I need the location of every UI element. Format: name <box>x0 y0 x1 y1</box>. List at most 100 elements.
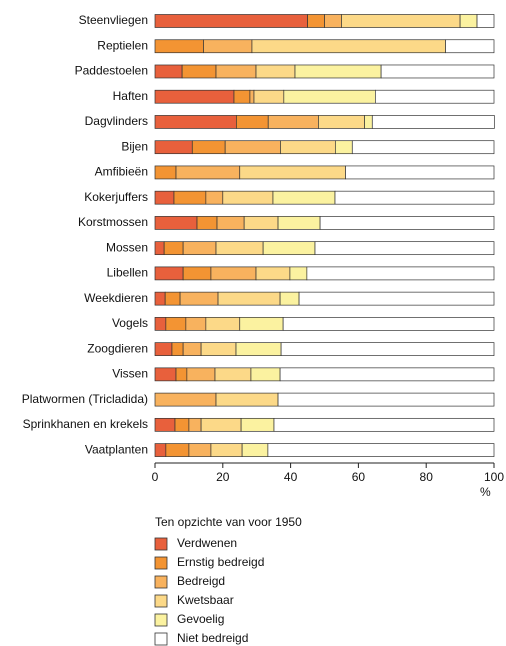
bar-segment <box>196 216 218 230</box>
bar-segment <box>154 317 167 331</box>
bar-segment <box>241 443 269 457</box>
x-axis-label: % <box>480 485 491 499</box>
bar-segment <box>165 443 190 457</box>
bar-segment <box>255 266 291 281</box>
bar-segment <box>215 241 264 256</box>
bar-segment <box>445 39 495 54</box>
bar-segment <box>324 14 342 28</box>
legend-swatch <box>154 632 168 646</box>
bar-segment <box>459 14 478 28</box>
legend-label: Verdwenen <box>177 536 237 550</box>
bar-segment <box>175 165 241 180</box>
bar-segment <box>233 89 251 104</box>
bar-segment <box>351 140 495 155</box>
bar-segment <box>154 89 235 104</box>
bar-segment <box>273 417 495 432</box>
bar-segment <box>222 190 274 205</box>
bar-segment <box>345 165 495 180</box>
bar-segment <box>182 342 202 356</box>
bar-segment <box>154 417 176 432</box>
y-tick-label: Zoogdieren <box>87 341 148 355</box>
y-tick-label: Vaatplanten <box>85 442 148 456</box>
bar-segment <box>280 342 495 356</box>
y-tick-label: Steenvliegen <box>79 13 148 27</box>
bar-segment <box>154 115 237 129</box>
bar-segment <box>375 89 495 104</box>
y-tick-label: Haften <box>113 89 148 103</box>
bar-segment <box>253 89 285 104</box>
bar-segment <box>154 266 184 281</box>
legend-label: Ernstig bedreigd <box>177 555 264 569</box>
y-tick-label: Vissen <box>112 367 148 381</box>
bar-segment <box>174 417 190 432</box>
bar-segment <box>289 266 308 281</box>
bar-segment <box>319 216 495 230</box>
bar-segment <box>154 39 204 54</box>
x-tick-label: 0 <box>152 470 159 484</box>
x-tick-label: 80 <box>420 470 434 484</box>
bar-segment <box>154 64 183 79</box>
y-tick-label: Reptielen <box>97 38 148 52</box>
legend-swatch <box>154 575 168 589</box>
bar-segment <box>182 266 212 281</box>
bar-segment <box>179 291 219 306</box>
bar-segment <box>334 140 353 155</box>
bar-segment <box>243 216 279 230</box>
bar-segment <box>282 317 495 331</box>
y-tick-label: Libellen <box>107 266 148 280</box>
bar-segment <box>154 165 177 180</box>
bar-segment <box>272 190 336 205</box>
bar-segment <box>277 216 321 230</box>
y-tick-label: Sprinkhanen en krekels <box>23 417 148 431</box>
bar-segment <box>217 291 281 306</box>
x-tick-label: 100 <box>484 470 504 484</box>
bar-segment <box>165 317 187 331</box>
y-tick-label: Vogels <box>112 316 148 330</box>
bar-segment <box>163 241 184 256</box>
bar-segment <box>154 291 166 306</box>
bar-segment <box>191 140 226 155</box>
bar-segment <box>306 266 495 281</box>
legend-swatch <box>154 613 168 627</box>
bar-segment <box>279 291 300 306</box>
bar-segment <box>154 367 177 382</box>
legend-label: Bedreigd <box>177 574 225 588</box>
bar-segment <box>371 115 495 129</box>
x-tick-label: 60 <box>352 470 366 484</box>
bar-segment <box>182 241 217 256</box>
bar-segment <box>307 14 325 28</box>
bar-segment <box>216 216 245 230</box>
bar-segment <box>154 241 165 256</box>
bar-segment <box>314 241 495 256</box>
bar-segment <box>154 392 217 407</box>
bar-segment <box>280 140 336 155</box>
bar-segment <box>267 443 495 457</box>
bar-segment <box>210 443 243 457</box>
bar-segment <box>185 317 207 331</box>
bar-segment <box>186 367 216 382</box>
bar-segment <box>224 140 281 155</box>
bar-segment <box>214 367 252 382</box>
y-tick-label: Kokerjuffers <box>84 190 148 204</box>
legend-label: Kwetsbaar <box>177 593 234 607</box>
bar-segment <box>236 115 269 129</box>
bar-segment <box>251 39 446 54</box>
legend-label: Gevoelig <box>177 612 224 626</box>
bar-segment <box>364 115 373 129</box>
bar-segment <box>210 266 257 281</box>
bar-segment <box>249 89 255 104</box>
bar-segment <box>154 216 198 230</box>
y-tick-label: Bijen <box>121 139 148 153</box>
legend-title: Ten opzichte van voor 1950 <box>155 515 302 529</box>
x-tick-label: 40 <box>284 470 298 484</box>
bar-segment <box>283 89 376 104</box>
y-tick-label: Weekdieren <box>84 291 148 305</box>
bar-segment <box>298 291 495 306</box>
bar-segment <box>181 64 217 79</box>
bar-segment <box>239 165 346 180</box>
bar-segment <box>200 417 242 432</box>
bar-segment <box>205 190 224 205</box>
y-tick-label: Mossen <box>106 240 148 254</box>
bar-segment <box>154 140 193 155</box>
y-tick-label: Dagvlinders <box>85 114 148 128</box>
